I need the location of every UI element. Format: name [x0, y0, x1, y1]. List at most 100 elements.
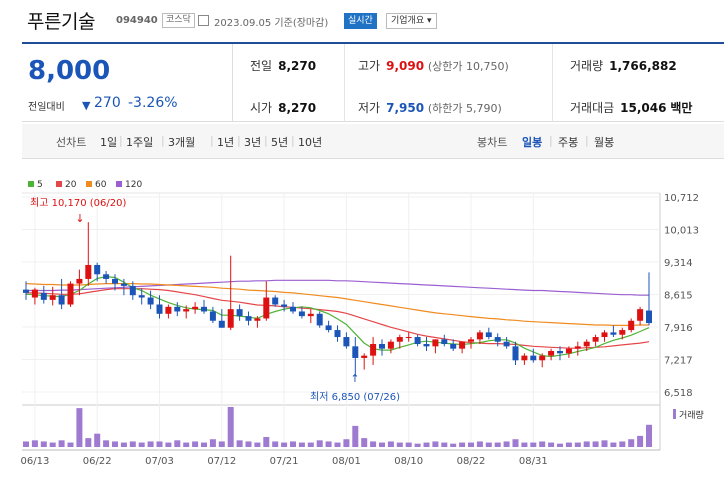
period-5y[interactable]: 5년 — [271, 136, 289, 149]
divider: | — [161, 134, 165, 147]
low-annotation: 최저 6,850 (07/26) — [310, 391, 400, 403]
high-arrow-icon: ↓ — [75, 212, 84, 225]
volume-bar — [548, 442, 555, 447]
volume-bar — [637, 435, 644, 447]
upper-limit: (상한가 10,750) — [427, 60, 509, 73]
stock-code: 094940 — [116, 15, 158, 26]
period-3m[interactable]: 3개월 — [168, 136, 196, 149]
candle — [494, 333, 501, 347]
candle — [218, 309, 225, 328]
price-box: 8,000 전일대비 ▼ 270 -3.26% — [22, 44, 233, 122]
stat-amount: 거래대금 15,046 백만 — [570, 99, 692, 116]
stock-name[interactable]: 푸른기술 — [27, 11, 95, 33]
candle — [245, 311, 252, 326]
volume-bar — [192, 441, 199, 447]
volume-bar — [512, 439, 519, 447]
period-3y[interactable]: 3년 — [244, 136, 262, 149]
candle — [476, 330, 483, 345]
candle — [387, 339, 394, 354]
volume-bar — [307, 442, 314, 447]
volume-bar — [396, 442, 403, 447]
change-percent: -3.26% — [128, 95, 178, 111]
volume-bar — [290, 441, 296, 447]
volume-bar — [183, 442, 190, 447]
candle — [601, 330, 608, 342]
y-tick-label: 9,314 — [664, 258, 693, 269]
candle — [459, 341, 466, 354]
candle — [610, 325, 617, 338]
candle-monthly[interactable]: 월봉 — [594, 136, 615, 149]
volume-bar — [272, 441, 279, 447]
stat-value: 1,766,882 — [609, 59, 677, 73]
volume-bar — [129, 441, 136, 447]
x-tick-label: 06/13 — [20, 456, 49, 467]
chart-toolbar: 선차트 1일 | 1주일 | 3개월 | 1년 | 3년 | 5년 | 10년 … — [22, 124, 724, 159]
period-10y[interactable]: 10년 — [298, 136, 323, 149]
legend-label-60: 60 — [95, 180, 107, 190]
volume-bar — [325, 441, 332, 447]
stock-header: 푸른기술 094940 코스닥 2023.09.05 기준(장마감) 실시간 기… — [0, 0, 724, 42]
stat-value: 9,090 — [386, 59, 425, 73]
stat-label: 시가 — [250, 101, 273, 115]
volume-bar — [94, 433, 101, 447]
x-tick-label: 08/01 — [332, 456, 361, 467]
volume-bar — [58, 440, 65, 447]
volume-bar — [361, 438, 368, 447]
candle — [316, 311, 323, 328]
company-info-dropdown[interactable]: 기업개요 ▾ — [386, 13, 437, 29]
volume-bar — [583, 441, 590, 447]
candle — [512, 341, 519, 365]
line-chart-label: 선차트 — [56, 136, 87, 149]
realtime-button[interactable]: 실시간 — [344, 13, 377, 29]
divider: | — [119, 134, 123, 147]
volume-bar — [610, 442, 617, 447]
divider: | — [237, 134, 241, 147]
volume-bar — [370, 441, 377, 447]
current-price: 8,000 — [28, 56, 111, 86]
volume-bar — [459, 442, 466, 447]
period-1w[interactable]: 1주일 — [126, 136, 154, 149]
chevron-down-icon: ▾ — [427, 16, 432, 26]
volume-bar — [485, 442, 492, 447]
stat-value: 15,046 — [620, 101, 667, 115]
candle-daily[interactable]: 일봉 — [522, 136, 543, 149]
y-axis-ticks: 10,712 10,013 9,314 8,615 7,916 7,217 6,518 — [664, 193, 699, 399]
volume-bar — [281, 442, 288, 447]
volume-bar — [112, 441, 118, 447]
volume-bar — [138, 442, 145, 447]
legend-swatch-120 — [116, 181, 122, 187]
volume-bar — [379, 442, 385, 447]
quote-summary: 8,000 전일대비 ▼ 270 -3.26% 전일 8,270 시가 8,270 … — [22, 42, 724, 122]
candle — [521, 353, 528, 365]
volume-bar — [592, 441, 599, 447]
candle — [129, 281, 136, 300]
moving-averages — [25, 275, 650, 358]
volume-bar — [165, 442, 172, 447]
candle — [548, 348, 555, 361]
volume-bar — [539, 441, 546, 447]
candle-weekly[interactable]: 주봉 — [558, 136, 579, 149]
stat-open: 시가 8,270 — [250, 99, 316, 116]
legend-label-20: 20 — [65, 180, 77, 190]
stat-high: 고가 9,090 (상한가 10,750) — [358, 57, 509, 74]
volume-legend-swatch — [673, 409, 676, 419]
candle — [574, 341, 581, 356]
divider: | — [585, 134, 589, 147]
stat-value: 8,270 — [278, 59, 317, 73]
volume-bars — [23, 407, 652, 447]
price-chart[interactable]: 5 20 60 120 10,712 10,013 9,314 8,615 7,916 7… — [0, 160, 724, 480]
candle — [120, 278, 127, 296]
candle — [281, 299, 288, 312]
y-tick-label: 10,712 — [664, 193, 699, 204]
volume-bar — [619, 441, 626, 447]
stat-prev-close: 전일 8,270 — [250, 57, 316, 74]
volume-bar — [405, 442, 412, 447]
candle — [183, 305, 190, 319]
x-tick-label: 07/12 — [207, 456, 236, 467]
period-1y[interactable]: 1년 — [217, 136, 235, 149]
candle — [254, 316, 261, 328]
candle — [40, 285, 47, 304]
volume-bar — [432, 441, 439, 447]
candle — [174, 302, 181, 317]
period-1d[interactable]: 1일 — [100, 136, 118, 149]
